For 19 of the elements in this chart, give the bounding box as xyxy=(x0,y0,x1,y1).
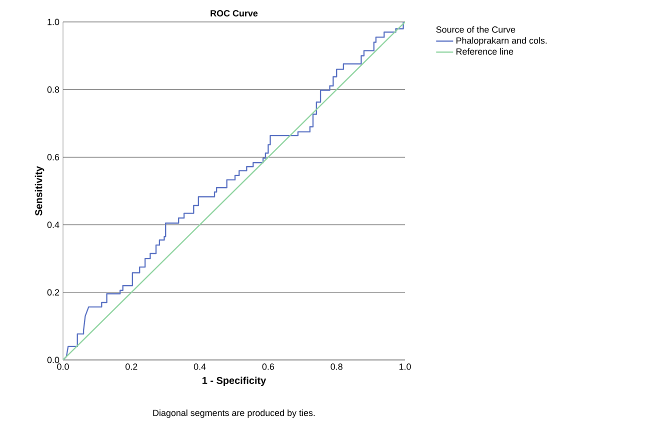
x-tick-label: 0.0 xyxy=(57,364,69,370)
x-tick-label: 0.2 xyxy=(126,364,138,370)
legend-title: Source of the Curve xyxy=(436,26,516,33)
x-tick-label: 0.8 xyxy=(330,364,342,370)
y-tick-label: 0.8 xyxy=(47,86,60,93)
y-axis-title: Sensitivity xyxy=(34,166,44,216)
x-tick-label: 0.6 xyxy=(262,364,274,370)
text: Diagonal segments are produced by ties. xyxy=(153,409,315,418)
y-tick-label: 1.0 xyxy=(48,18,60,26)
legend-label: Phaloprakarn and cols. xyxy=(456,37,547,46)
chart-title: ROC Curve xyxy=(210,10,258,16)
y-tick-label: 0.2 xyxy=(47,289,60,296)
legend-label: Reference line xyxy=(456,48,514,55)
x-tick-label: 1.0 xyxy=(399,364,411,370)
y-tick-label: 0.6 xyxy=(47,154,60,160)
x-axis-title: 1 - Specificity xyxy=(202,376,266,386)
y-tick-label: 0.0 xyxy=(47,356,60,364)
x-tick-label: 0.4 xyxy=(194,364,206,370)
y-tick-label: 0.4 xyxy=(47,222,60,228)
